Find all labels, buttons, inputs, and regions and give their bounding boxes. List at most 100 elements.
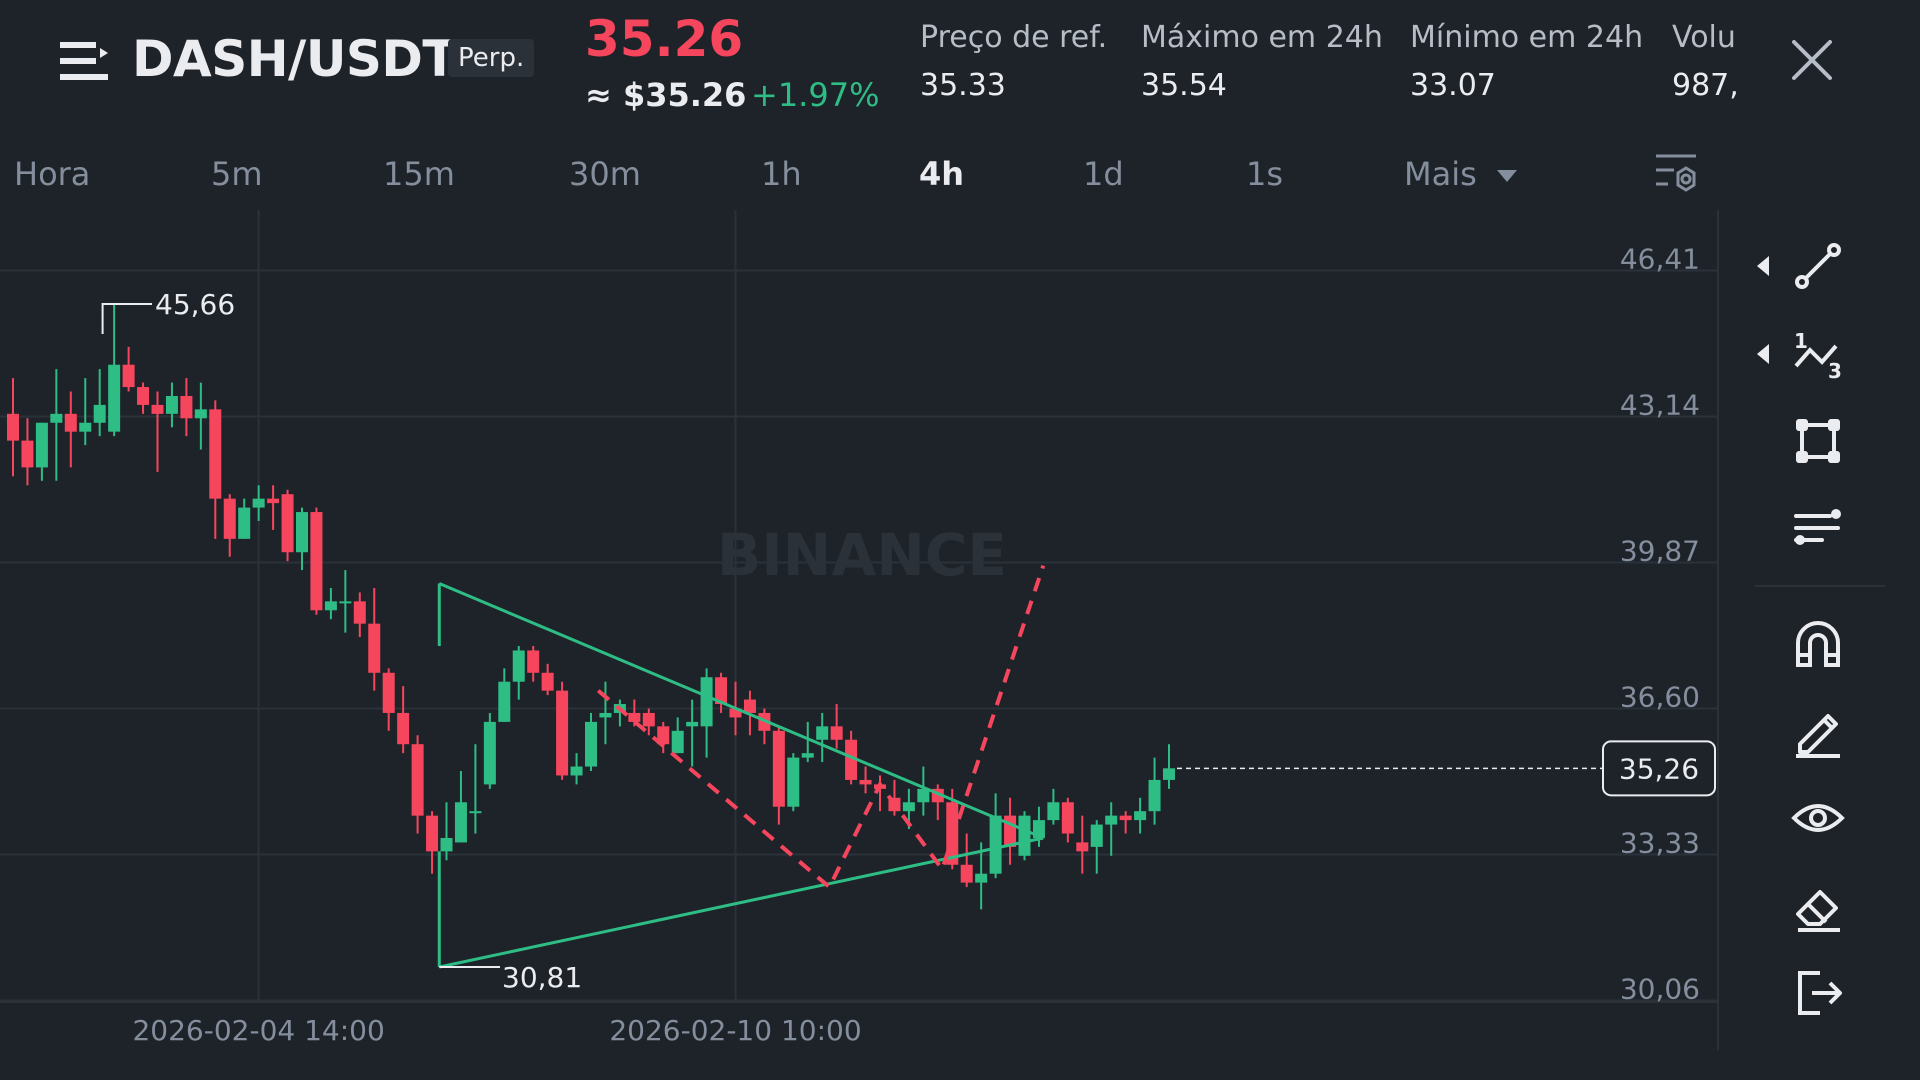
- high-price-label: 45,66: [155, 288, 235, 321]
- price-change-percent: +1.97%: [751, 76, 880, 114]
- caret-down-icon: [1496, 170, 1517, 182]
- close-icon[interactable]: [1790, 38, 1834, 82]
- candle-down: [743, 699, 756, 713]
- candle-down: [137, 387, 150, 405]
- low-price-label: 30,81: [502, 961, 582, 994]
- candle-up: [975, 873, 988, 883]
- menu-icon[interactable]: [58, 36, 110, 88]
- stat-label-volume: Volu: [1672, 20, 1736, 55]
- eye-icon[interactable]: [1790, 790, 1846, 846]
- candle-up: [671, 730, 684, 754]
- svg-text:1: 1: [1794, 329, 1808, 353]
- caret-left-icon[interactable]: [1757, 344, 1771, 364]
- timeframe-15m[interactable]: 15m: [383, 155, 455, 193]
- candle-up: [801, 753, 814, 758]
- candle-down: [353, 601, 366, 624]
- trading-pair-title[interactable]: DASH/USDT: [132, 30, 457, 88]
- candle-down: [1004, 815, 1017, 847]
- candle-up: [165, 395, 178, 414]
- candle-down: [151, 404, 164, 414]
- timeframe-1h[interactable]: 1h: [761, 155, 802, 193]
- y-axis: 46,41 43,14 39,87 36,60 33,33 30,06: [1620, 243, 1700, 1006]
- candle-down: [1061, 802, 1074, 834]
- candle-up: [498, 681, 511, 722]
- candle-up: [787, 757, 800, 807]
- caret-left-icon[interactable]: [1757, 256, 1771, 276]
- price-usd-equivalent: ≈ $35.26: [585, 76, 747, 114]
- candle-up: [917, 788, 930, 803]
- timeframe-5m[interactable]: 5m: [211, 155, 263, 193]
- chart-grid: [0, 210, 1719, 1050]
- candle-up: [440, 837, 453, 852]
- rectangle-shape-icon[interactable]: [1790, 413, 1846, 469]
- timeframe-30m[interactable]: 30m: [569, 155, 641, 193]
- y-axis-tick-label: 36,60: [1620, 680, 1700, 713]
- indicator-settings-icon[interactable]: [1790, 500, 1846, 556]
- candle-up: [469, 811, 482, 814]
- candle-down: [180, 395, 193, 419]
- candlestick-chart[interactable]: BINANCE 46,41 43,14 39,87 36,60 33,33 30,06 2…: [0, 210, 1725, 1060]
- timeframe-more-label: Mais: [1404, 155, 1477, 193]
- candle-down: [7, 413, 19, 441]
- svg-text:3: 3: [1828, 359, 1842, 382]
- candle-up: [194, 409, 207, 419]
- eraser-icon[interactable]: [1790, 878, 1846, 934]
- exit-icon[interactable]: [1790, 965, 1846, 1021]
- candle-down: [382, 672, 395, 713]
- timeframe-1d[interactable]: 1d: [1083, 155, 1124, 193]
- pencil-icon[interactable]: [1790, 702, 1846, 758]
- projection-drawing[interactable]: [596, 564, 1046, 891]
- candle-up: [585, 721, 597, 767]
- candle-down: [1119, 815, 1132, 821]
- fibonacci-icon[interactable]: 1 3: [1790, 326, 1846, 382]
- candle-up: [454, 802, 467, 843]
- candle-up: [296, 512, 308, 553]
- candle-up: [1148, 779, 1161, 812]
- toolbar-divider: [1755, 585, 1885, 587]
- candle-up: [238, 507, 251, 539]
- timeframe-more-dropdown[interactable]: Mais: [1404, 155, 1517, 193]
- candle-up: [1134, 811, 1147, 821]
- chart-settings-icon[interactable]: [1652, 150, 1700, 198]
- candle-down: [830, 726, 843, 740]
- timeframe-1s[interactable]: 1s: [1246, 155, 1284, 193]
- candle-down: [642, 712, 655, 727]
- candle-up: [252, 498, 265, 508]
- candle-up: [599, 712, 612, 718]
- candle-down: [715, 677, 728, 705]
- candle-down: [859, 779, 872, 785]
- candle-up: [902, 802, 915, 812]
- y-axis-tick-label: 30,06: [1620, 972, 1700, 1005]
- candle-down: [628, 712, 641, 722]
- candle-down: [310, 512, 323, 611]
- candle-up: [324, 601, 337, 611]
- candle-down: [527, 650, 540, 673]
- last-price: 35.26: [585, 10, 744, 68]
- magnet-icon[interactable]: [1790, 615, 1846, 671]
- stat-value-volume: 987,: [1672, 68, 1739, 103]
- candle-up: [1163, 768, 1175, 780]
- candle-down: [209, 409, 222, 499]
- candle-up: [1090, 824, 1103, 847]
- candle-down: [368, 623, 381, 673]
- timeframe-hora[interactable]: Hora: [14, 155, 91, 193]
- candle-down: [223, 498, 236, 539]
- candle-up: [570, 766, 583, 776]
- candle-up: [686, 721, 699, 727]
- candle-down: [729, 708, 742, 718]
- triangle-pattern-drawing[interactable]: [437, 582, 1044, 969]
- price-markers: 45,66 30,81 35,26: [101, 288, 1716, 994]
- candle-down: [541, 672, 554, 691]
- candle-down: [411, 744, 424, 816]
- candle-down: [657, 726, 670, 745]
- trend-line-icon[interactable]: [1790, 238, 1846, 294]
- candle-up: [989, 815, 1002, 874]
- candle-down: [556, 690, 569, 776]
- candle-down: [845, 739, 858, 780]
- exchange-watermark: BINANCE: [717, 521, 1007, 589]
- stat-label-24h-high: Máximo em 24h: [1141, 20, 1383, 55]
- y-axis-tick-label: 33,33: [1620, 826, 1700, 859]
- candle-up: [93, 404, 106, 423]
- timeframe-4h[interactable]: 4h: [919, 155, 965, 193]
- candle-up: [1105, 815, 1118, 825]
